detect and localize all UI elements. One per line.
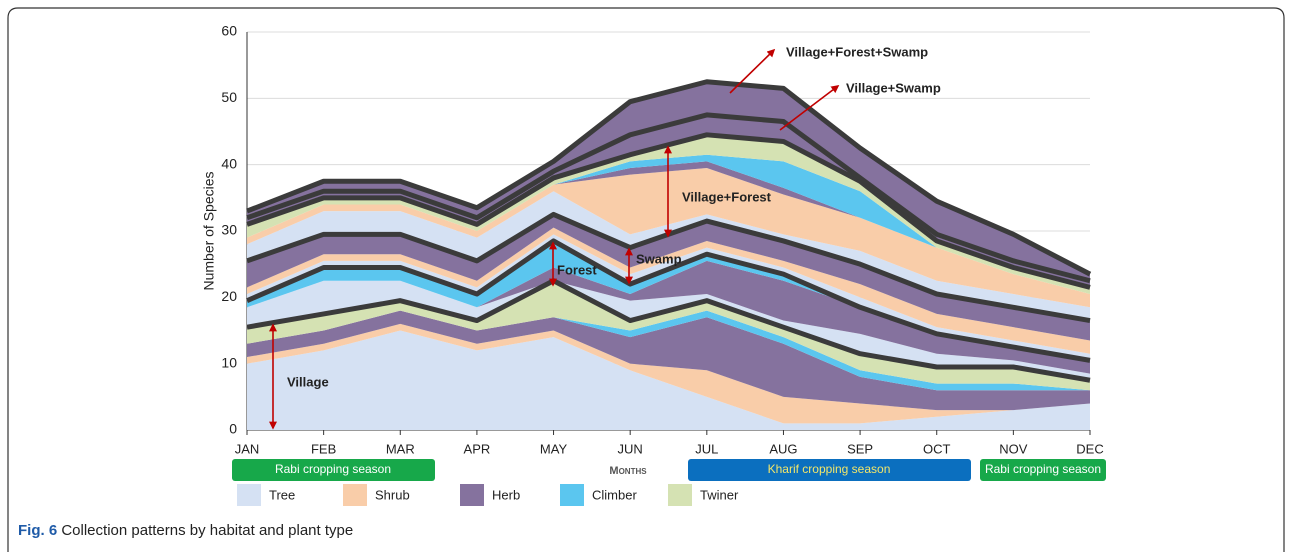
x-tick-label: SEP — [847, 441, 873, 456]
y-tick-label: 10 — [221, 354, 237, 370]
legend-label: Twiner — [700, 487, 739, 502]
legend-swatch — [668, 484, 692, 506]
annotation: Swamp — [636, 251, 682, 266]
legend-swatch — [237, 484, 261, 506]
legend-label: Herb — [492, 487, 520, 502]
legend-label: Shrub — [375, 487, 410, 502]
habitat-boundary — [246, 112, 1091, 284]
plot: 0 10 20 30 40 50 60 JAN FEB MAR APR MAY JUN JUL AUG SEP… — [221, 23, 1103, 457]
caption-label: Fig. 6 — [18, 522, 57, 539]
annotation-arrow — [779, 85, 840, 131]
habitat-boundary — [246, 278, 1091, 383]
x-tick-label: AUG — [769, 441, 797, 456]
x-tick-label: JUN — [618, 441, 643, 456]
season-label: Rabi cropping season — [275, 462, 391, 476]
area — [247, 323, 1090, 424]
frame — [7, 7, 1285, 552]
season-bar — [232, 459, 435, 481]
season-bar — [688, 459, 971, 481]
season-label: Rabi cropping season — [985, 462, 1101, 476]
x-axis-label: Months — [609, 465, 647, 477]
habitat-boundary — [246, 79, 1092, 277]
area — [247, 214, 1090, 341]
legend-swatch — [560, 484, 584, 506]
x-tick-label: MAY — [540, 441, 568, 456]
y-tick-label: 50 — [221, 89, 237, 105]
annotation: Forest — [557, 262, 597, 277]
annotation-arrow — [729, 48, 776, 94]
caption: Fig. 6 Collection patterns by habitat an… — [18, 522, 353, 539]
x-tick-label: DEC — [1076, 441, 1103, 456]
legend-swatch — [343, 484, 367, 506]
y-tick-label: 0 — [229, 421, 237, 437]
x-tick-label: FEB — [311, 441, 336, 456]
habitat-boundary — [246, 132, 1091, 290]
legend: Tree Shrub Herb Climber Twiner — [237, 484, 739, 506]
annotation: Village+Swamp — [846, 80, 941, 95]
x-tick-label: OCT — [923, 441, 951, 456]
caption-text: Collection patterns by habitat and plant… — [61, 522, 353, 539]
y-axis-label: Number of Species — [201, 171, 217, 290]
area — [247, 310, 1090, 391]
habitat-boundary — [246, 238, 1091, 363]
area — [247, 280, 1090, 391]
x-tick-label: NOV — [999, 441, 1028, 456]
annotation: Village+Forest — [682, 189, 772, 204]
x-tick-label: JUL — [695, 441, 718, 456]
legend-label: Tree — [269, 487, 295, 502]
season-bar — [980, 459, 1106, 481]
y-tick-label: 40 — [221, 155, 237, 171]
area — [247, 260, 1090, 374]
area — [247, 310, 1090, 411]
annotation: Village+Forest+Swamp — [786, 44, 928, 59]
x-tick-label: APR — [464, 441, 491, 456]
area — [247, 81, 1090, 281]
y-tick-label: 30 — [221, 222, 237, 238]
annotation: Village — [287, 374, 329, 389]
y-tick-label: 20 — [221, 288, 237, 304]
area — [247, 330, 1090, 430]
legend-swatch — [460, 484, 484, 506]
season-label: Kharif cropping season — [768, 462, 891, 476]
y-tick-label: 60 — [221, 23, 237, 39]
x-tick-label: MAR — [386, 441, 415, 456]
legend-label: Climber — [592, 487, 637, 502]
x-tick-label: JAN — [235, 441, 260, 456]
